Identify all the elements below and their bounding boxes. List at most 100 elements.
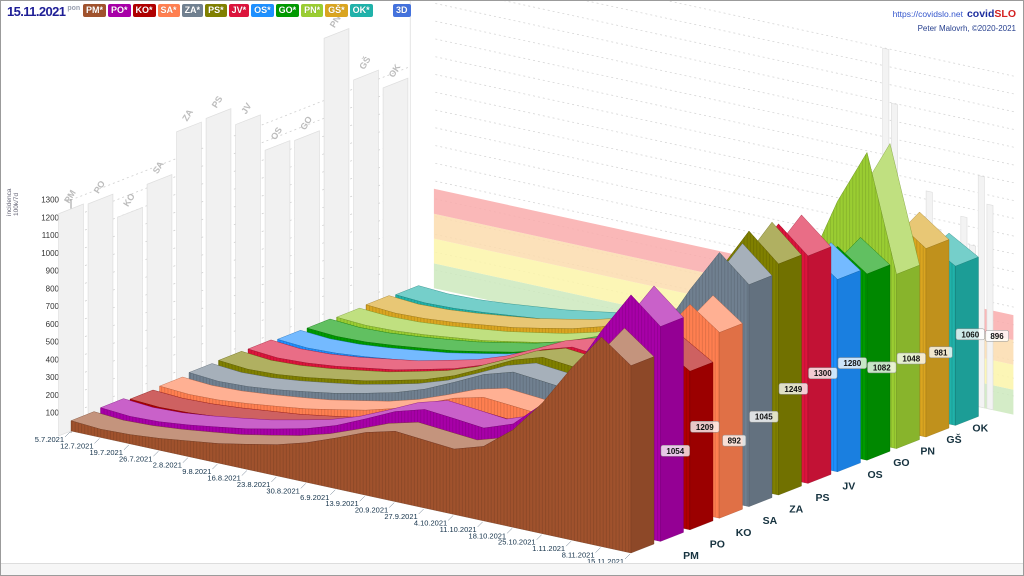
y-tick-label: 300	[46, 373, 60, 382]
value-label-bg-PO	[690, 421, 720, 433]
y-tick-label: 400	[46, 355, 60, 364]
y-tick-label: 1300	[41, 196, 59, 205]
ribbon-side-texture	[71, 337, 631, 553]
ribbon-end-JV	[807, 246, 832, 484]
region-button-SA[interactable]: SA*	[157, 4, 180, 17]
ribbon-end-PO	[660, 317, 684, 542]
axis-label-KO: KO	[736, 527, 752, 539]
region-button-PO[interactable]: PO*	[108, 4, 131, 17]
date-label: 5.7.2021	[35, 435, 64, 444]
value-label-bg-GŠ	[955, 328, 985, 341]
ghost-label-GO: GO	[298, 114, 314, 131]
y-tick-label: 100	[46, 409, 60, 418]
axis-label-ZA: ZA	[789, 504, 803, 516]
site-link[interactable]: https://covidslo.net	[892, 9, 963, 19]
value-label-OS: 1082	[873, 363, 891, 372]
value-label-bg-KO	[722, 434, 747, 447]
value-label-bg-OK	[985, 330, 1009, 342]
date-label: 30.8.2021	[266, 486, 299, 495]
ribbon-end-SA	[719, 323, 743, 519]
axis-label-OS: OS	[868, 469, 883, 481]
bottom-bar	[1, 563, 1023, 575]
region-button-PS[interactable]: PS*	[205, 4, 227, 17]
region-button-OK[interactable]: OK*	[349, 4, 373, 17]
ribbon-end-GŠ	[925, 239, 950, 438]
value-label-PM: 1054	[666, 447, 684, 456]
ghost-label-JV: JV	[239, 101, 253, 116]
value-label-GŠ: 1060	[961, 330, 979, 339]
value-label-bg-ZA	[778, 383, 808, 395]
region-button-KO[interactable]: KO*	[132, 4, 156, 17]
value-label-PN: 981	[934, 348, 948, 357]
y-tick-label: 200	[46, 391, 60, 400]
value-label-bg-GO	[896, 352, 926, 365]
region-button-GO[interactable]: GO*	[275, 4, 300, 17]
region-button-JV[interactable]: JV*	[228, 4, 250, 17]
region-button-ZA[interactable]: ZA*	[181, 4, 204, 17]
axis-label-PM: PM	[683, 550, 699, 562]
ribbon-end-PS	[778, 254, 802, 496]
axis-label-PS: PS	[815, 492, 829, 504]
ghost-bar-PS	[205, 108, 232, 379]
date-label: 1.11.2021	[532, 544, 565, 553]
y-tick-label: 900	[46, 267, 60, 276]
axis-label-GO: GO	[893, 457, 909, 469]
date-label: 13.9.2021	[325, 499, 358, 508]
date-label: 4.10.2021	[414, 519, 447, 528]
axis-label-PO: PO	[710, 538, 725, 550]
y-tick-label: 600	[46, 320, 60, 329]
ribbon-end-PM	[630, 356, 655, 554]
ghost-bar-GO	[294, 130, 320, 344]
header: 15.11.2021 pon PM* PO* KO* SA* ZA* PS* JV* OS* GO…	[1, 1, 1023, 33]
ghost-label-SA: SA	[151, 159, 166, 175]
region-button-PM[interactable]: PM*	[83, 4, 107, 17]
y-tick-label: 1200	[41, 213, 59, 222]
value-label-KO: 892	[728, 437, 742, 446]
ghost-bar-PM	[58, 203, 84, 437]
ghost-label-ZA: ZA	[180, 107, 195, 123]
region-button-GŠ[interactable]: GŠ*	[325, 4, 348, 17]
ribbon-PM[interactable]: 1054	[70, 327, 690, 554]
author-credit: Peter Malovrh, ©2020-2021	[917, 23, 1016, 33]
region-button-PN[interactable]: PN*	[301, 4, 324, 17]
date-label: 15.11.2021	[7, 4, 66, 19]
value-label-bg-PS	[808, 367, 838, 379]
axis-label-GŠ: GŠ	[946, 433, 961, 446]
date-label: 23.8.2021	[237, 480, 270, 489]
value-label-JV: 1280	[843, 359, 861, 368]
ribbon-end-KO	[689, 362, 714, 531]
ghost-bar-GŠ	[353, 69, 379, 321]
y-tick-label: 700	[46, 302, 60, 311]
region-button-OS[interactable]: OS*	[251, 4, 274, 17]
date-label: 2.8.2021	[153, 461, 182, 470]
ghost-bar-KO	[117, 206, 143, 414]
date-label: 19.7.2021	[90, 448, 123, 457]
ghost-bar-JV	[235, 114, 261, 367]
y-axis-title: incidenca	[6, 188, 13, 216]
date-label: 12.7.2021	[60, 441, 93, 450]
y-tick-label: 1000	[41, 249, 59, 258]
y-tick-label: 1100	[42, 231, 60, 240]
date-label: 27.9.2021	[384, 512, 417, 521]
date-label: 20.9.2021	[355, 506, 388, 515]
ribbon-end-OK	[955, 256, 979, 426]
ghost-bar-OK	[382, 77, 409, 309]
ghost-label-PO: PO	[92, 179, 107, 195]
ghost-label-KO: KO	[121, 192, 137, 209]
date-label: 11.10.2021	[440, 525, 477, 534]
value-label-SA: 1045	[755, 413, 773, 422]
bg-hist-bar	[986, 203, 994, 411]
value-label-bg-OS	[867, 361, 897, 374]
date-label: 6.9.2021	[300, 493, 329, 502]
value-label-ZA: 1249	[784, 385, 802, 394]
ghost-label-OS: OS	[269, 125, 284, 141]
bg-hist-bar	[977, 175, 985, 409]
y-axis-title-units: 100k/7d	[13, 192, 20, 216]
current-date: 15.11.2021 pon	[7, 3, 80, 21]
view-3d-button[interactable]: 3D	[393, 4, 411, 17]
date-label: 8.11.2021	[562, 551, 595, 560]
